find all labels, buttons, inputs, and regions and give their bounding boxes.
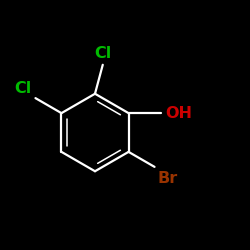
Text: Br: Br xyxy=(157,171,177,186)
Text: Cl: Cl xyxy=(94,46,112,61)
Text: Cl: Cl xyxy=(14,81,32,96)
Text: OH: OH xyxy=(165,106,192,121)
